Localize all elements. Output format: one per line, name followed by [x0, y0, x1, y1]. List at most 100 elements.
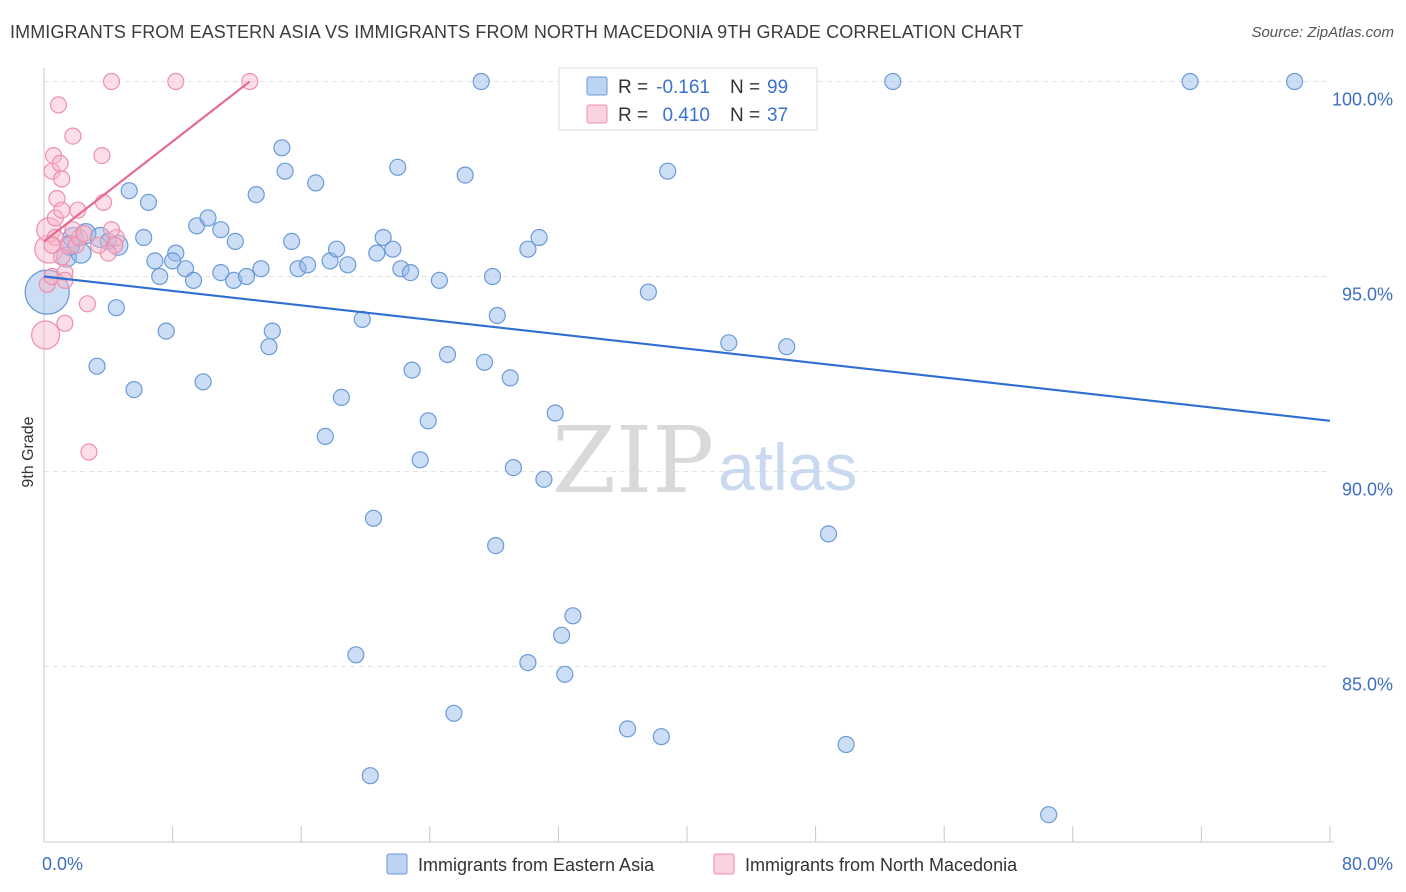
eastern-asia-point-79: [778, 338, 796, 356]
gridlines: [44, 81, 1330, 667]
eastern-asia-point-47: [530, 228, 548, 247]
eastern-asia-point-71: [316, 427, 334, 445]
eastern-asia-point-31: [299, 256, 317, 274]
north-macedonia-point-11: [53, 201, 71, 219]
eastern-asia-point-46: [519, 240, 537, 258]
bottom-legend-swatch-1: [713, 853, 735, 875]
eastern-asia-point-77: [639, 283, 658, 301]
eastern-asia-point-65: [403, 361, 421, 379]
north-macedonia-point-21: [49, 96, 68, 114]
legend-n-label-1: N =: [730, 105, 760, 126]
y-tick-label-0: 100.0%: [1332, 90, 1393, 110]
eastern-asia-point-26: [247, 186, 265, 204]
north-macedonia-point-22: [64, 127, 82, 145]
north-macedonia-point-23: [93, 147, 111, 165]
eastern-asia-point-35: [339, 256, 357, 274]
eastern-asia-point-50: [884, 72, 902, 91]
north-macedonia-point-24: [94, 193, 113, 211]
eastern-asia-point-32: [307, 174, 325, 192]
eastern-asia-point-45: [488, 306, 506, 325]
eastern-asia-point-11: [135, 228, 153, 247]
eastern-asia-point-24: [237, 267, 256, 286]
watermark-zip: ZIP: [552, 407, 714, 514]
axes: [43, 68, 1334, 843]
y-tick-label-1: 95.0%: [1342, 285, 1393, 305]
eastern-asia-point-59: [125, 381, 143, 399]
eastern-asia-point-22: [212, 264, 230, 282]
north-macedonia-point-36: [167, 72, 185, 91]
eastern-asia-point-34: [328, 240, 346, 258]
eastern-asia-point-91: [1040, 806, 1058, 824]
x-tick-label-0: 0.0%: [42, 854, 83, 874]
eastern-asia-point-56: [107, 299, 125, 317]
trend-lines: [43, 80, 1331, 422]
north-macedonia-point-10: [53, 170, 71, 188]
eastern-asia-point-27: [273, 139, 291, 157]
legend-n-value-0: 99: [767, 77, 788, 98]
legend-n-label-0: N =: [730, 77, 760, 98]
eastern-asia-point-21: [226, 232, 244, 250]
eastern-asia-point-73: [504, 459, 523, 477]
eastern-asia-point-12: [146, 252, 164, 270]
eastern-asia-point-37: [374, 228, 392, 247]
series-north-macedonia: [30, 72, 259, 461]
y-tick-label-3: 85.0%: [1342, 675, 1393, 695]
eastern-asia-point-23: [225, 271, 243, 289]
north-macedonia-point-35: [102, 72, 121, 91]
eastern-asia-point-10: [139, 193, 158, 211]
north-macedonia-point-28: [53, 248, 71, 266]
watermark-atlas: atlas: [718, 430, 857, 504]
eastern-asia-point-82: [552, 626, 571, 644]
chart-title: IMMIGRANTS FROM EASTERN ASIA VS IMMIGRAN…: [10, 22, 1024, 42]
north-macedonia-point-9: [51, 154, 69, 172]
eastern-asia-point-55: [659, 162, 677, 180]
eastern-asia-point-52: [1285, 72, 1304, 91]
north-macedonia-point-18: [75, 225, 93, 243]
trend-line-eastern-asia: [43, 275, 1331, 422]
eastern-asia-point-42: [430, 271, 448, 289]
eastern-asia-point-39: [392, 260, 410, 278]
x-tick-label-1: 80.0%: [1342, 854, 1393, 874]
bottom-legend: Immigrants from Eastern Asia Immigrants f…: [386, 853, 1018, 875]
eastern-asia-point-61: [263, 322, 281, 340]
legend-r-value-0: -0.161: [656, 77, 710, 98]
eastern-asia-point-64: [332, 388, 350, 406]
legend-swatch-1: [586, 104, 608, 124]
eastern-asia-point-68: [475, 353, 494, 371]
eastern-asia-point-72: [411, 451, 429, 469]
legend-r-label-1: R =: [618, 105, 648, 126]
north-macedonia-point-19: [78, 295, 97, 313]
bottom-legend-label-0: Immigrants from Eastern Asia: [418, 855, 655, 875]
eastern-asia-point-15: [176, 260, 195, 278]
eastern-asia-point-51: [1181, 72, 1199, 91]
eastern-asia-point-41: [389, 158, 407, 176]
eastern-asia-point-90: [361, 767, 379, 785]
eastern-asia-point-28: [276, 162, 294, 180]
eastern-asia-point-83: [347, 646, 365, 664]
eastern-asia-point-81: [564, 607, 582, 625]
y-tick-labels: 100.0% 95.0% 90.0% 85.0%: [1332, 90, 1393, 695]
watermark: ZIP atlas: [552, 407, 857, 514]
eastern-asia-point-69: [501, 369, 519, 387]
eastern-asia-point-44: [483, 267, 502, 286]
eastern-asia-point-78: [720, 334, 738, 352]
eastern-asia-point-84: [519, 653, 537, 672]
eastern-asia-point-13: [151, 267, 169, 286]
eastern-asia-point-80: [819, 525, 838, 543]
legend-r-label-0: R =: [618, 77, 648, 98]
eastern-asia-point-85: [556, 665, 574, 683]
legend-r-value-1: 0.410: [662, 105, 710, 126]
eastern-asia-point-17: [164, 252, 182, 270]
eastern-asia-point-62: [260, 338, 278, 356]
legend: R = -0.161 N = 99 R = 0.410 N = 37: [558, 67, 818, 131]
y-axis-label: 9th Grade: [20, 416, 37, 487]
eastern-asia-point-38: [384, 240, 402, 258]
bottom-legend-swatch-0: [386, 853, 408, 875]
bottom-legend-label-1: Immigrants from North Macedonia: [745, 855, 1018, 875]
eastern-asia-point-19: [199, 209, 217, 227]
eastern-asia-point-89: [837, 735, 855, 754]
north-macedonia-point-20: [56, 314, 74, 332]
north-macedonia-point-0: [30, 320, 61, 350]
eastern-asia-point-75: [364, 509, 383, 527]
